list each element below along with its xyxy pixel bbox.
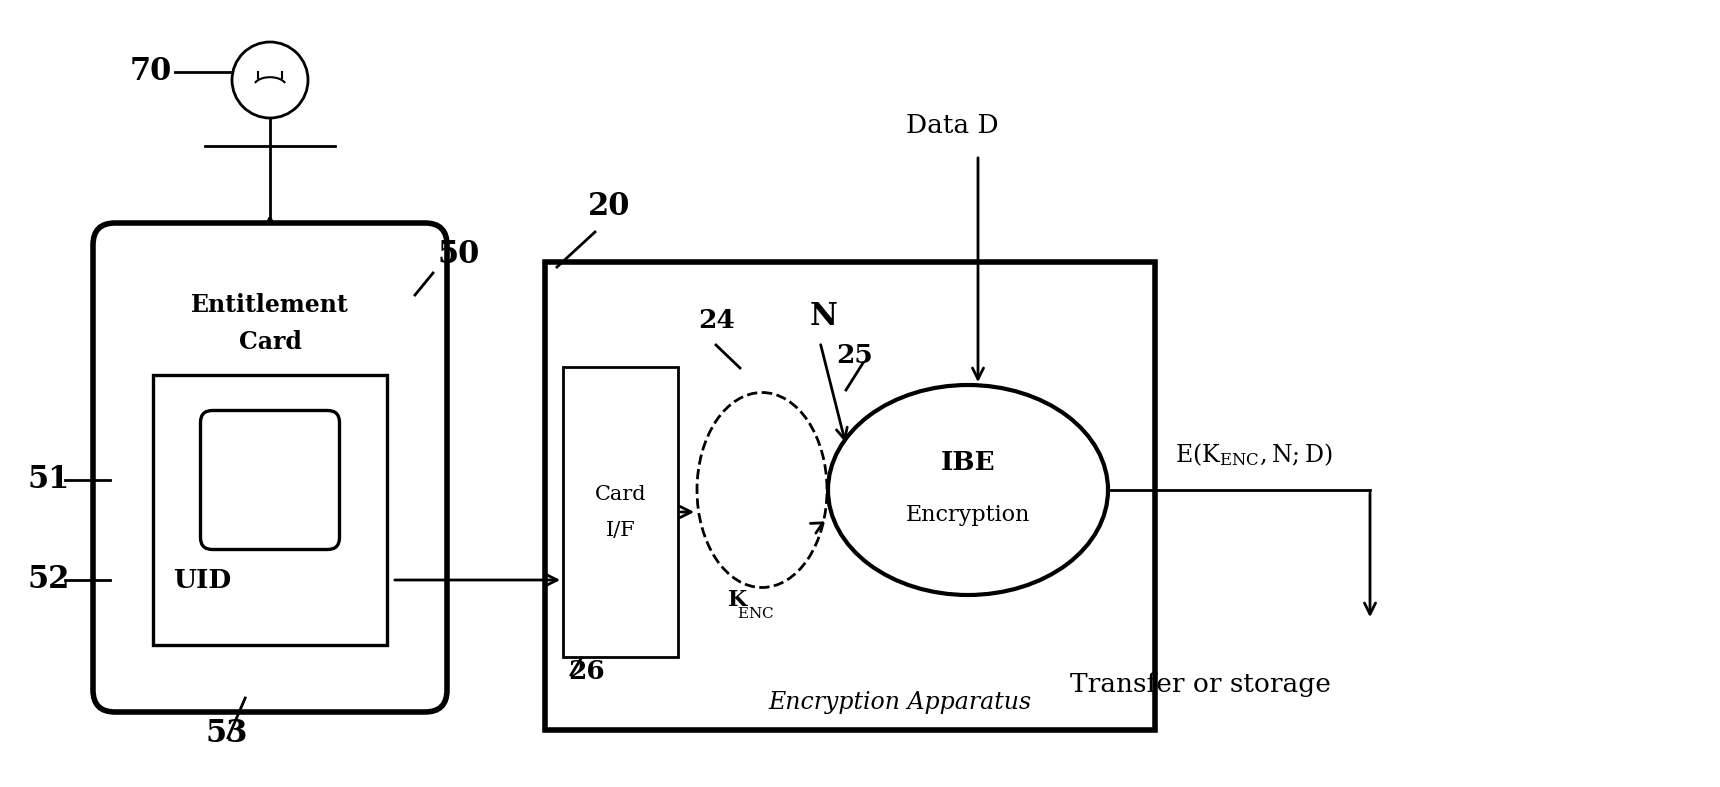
Text: Card: Card <box>595 485 647 504</box>
FancyBboxPatch shape <box>93 223 447 712</box>
Text: Transfer or storage: Transfer or storage <box>1070 672 1331 697</box>
Bar <box>153 375 387 645</box>
Text: 26: 26 <box>568 659 605 684</box>
Text: 53: 53 <box>205 718 248 749</box>
Text: 25: 25 <box>836 343 872 368</box>
Text: N: N <box>810 301 838 332</box>
Ellipse shape <box>697 393 827 588</box>
Bar <box>545 262 1156 730</box>
Text: Card: Card <box>239 330 301 354</box>
Text: Encryption Apparatus: Encryption Apparatus <box>769 690 1032 714</box>
Text: 70: 70 <box>131 57 172 87</box>
Text: I/F: I/F <box>605 520 635 540</box>
FancyBboxPatch shape <box>201 411 339 549</box>
Bar <box>562 367 678 657</box>
Text: UID: UID <box>174 567 230 593</box>
Ellipse shape <box>827 385 1108 595</box>
Text: IBE: IBE <box>941 449 996 475</box>
Text: 52: 52 <box>28 564 71 596</box>
Text: 20: 20 <box>588 191 630 222</box>
Text: 50: 50 <box>437 239 480 270</box>
Text: $\mathdefault{E(K_{ENC},N;D)}$: $\mathdefault{E(K_{ENC},N;D)}$ <box>1175 441 1333 468</box>
Text: Entitlement: Entitlement <box>191 293 349 317</box>
Text: Data D: Data D <box>906 113 999 138</box>
Text: $\mathdefault{K}$: $\mathdefault{K}$ <box>728 589 748 611</box>
Text: 51: 51 <box>28 464 71 496</box>
Text: 24: 24 <box>698 308 734 333</box>
Text: $\mathdefault{ENC}$: $\mathdefault{ENC}$ <box>738 607 774 622</box>
Text: Encryption: Encryption <box>906 504 1030 526</box>
